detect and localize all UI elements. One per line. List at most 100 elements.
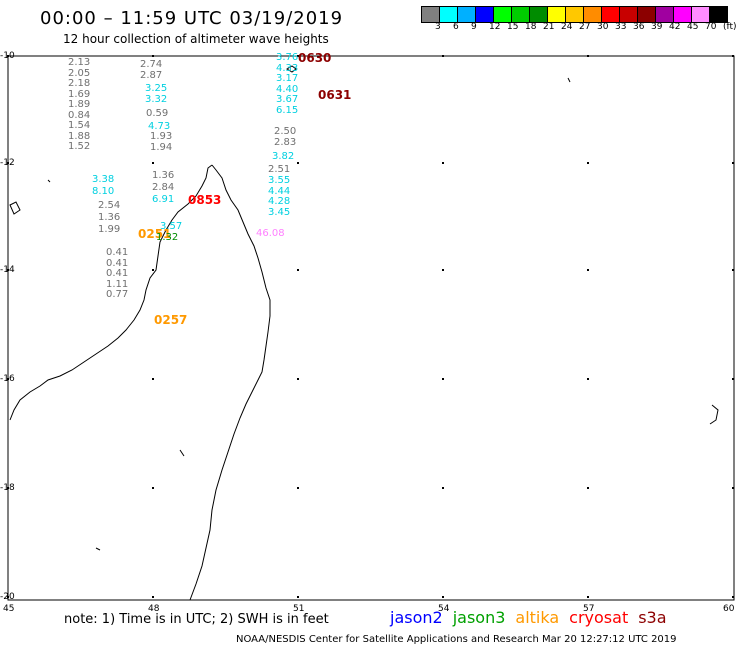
wave-height-value: 1.11: [106, 278, 129, 290]
wave-height-value: 3.76: [276, 52, 299, 63]
scale-label: 15: [507, 22, 519, 32]
wave-height-value: 4.73: [148, 121, 171, 132]
wave-height-value: 2.84: [152, 182, 175, 193]
wave-height-value: 3.67: [276, 94, 299, 105]
wave-height-value: 3.45: [268, 206, 291, 218]
wave-height-value: 46.08: [256, 228, 285, 239]
wave-height-value: 3.25: [145, 83, 168, 94]
wave-height-value: 3.55: [268, 175, 291, 186]
coastline: [9, 65, 719, 601]
scale-label: 21: [543, 22, 555, 32]
wave-height-value: 0.84: [68, 109, 91, 121]
wave-height-value: 1.54: [68, 120, 91, 131]
scale-label: 27: [579, 22, 591, 32]
wave-height-value: 2.50: [274, 126, 297, 137]
wave-height-value: 4.33: [276, 62, 299, 74]
legend-item-altika: altika: [515, 608, 560, 627]
lon-tick-label: 54: [438, 604, 450, 614]
wave-height-value: 0.41: [106, 268, 129, 279]
wave-height-value: 1.36: [152, 170, 175, 181]
wave-height-value: 2.05: [68, 67, 91, 79]
wave-height-value: 2.18: [68, 78, 91, 89]
madagascar-coast: [189, 164, 271, 601]
wave-height-value: 4.44: [268, 185, 291, 197]
scale-label: 6: [453, 22, 459, 32]
lon-tick-label: 45: [3, 604, 15, 614]
wave-height-value: 0.77: [106, 289, 129, 300]
pass-time-label: 0853: [188, 193, 222, 207]
seychelles-island: [286, 65, 297, 73]
pass-time-label: 0630: [298, 51, 332, 65]
wave-height-value: 0.59: [146, 108, 169, 119]
wave-height-value: 4.28: [268, 196, 291, 207]
scale-label: 12: [489, 22, 501, 32]
lon-tick-label: 60: [723, 604, 735, 614]
scale-label: 36: [633, 22, 645, 32]
scale-label: 33: [615, 22, 627, 32]
island-channel: [179, 449, 185, 457]
pass-time-label: 1.32: [156, 232, 179, 243]
legend-item-s3a: s3a: [638, 608, 667, 627]
wave-height-value: 0.41: [106, 247, 129, 258]
scale-label: 70: [705, 22, 717, 32]
comoros-west: [9, 201, 21, 215]
wave-height-value: 1.52: [68, 141, 91, 152]
wave-height-value: 3.38: [92, 174, 115, 185]
scale-label: 42: [669, 22, 681, 32]
wave-height-value: 2.54: [98, 200, 121, 211]
chart-subtitle: 12 hour collection of altimeter wave hei…: [63, 32, 329, 46]
lon-tick-label: 57: [583, 604, 595, 614]
pass-time-label: 0257: [154, 313, 188, 327]
lat-tick-label: -12: [0, 158, 15, 168]
scale-label: (ft): [723, 22, 737, 32]
wave-height-value: 3.82: [272, 151, 295, 162]
lat-tick-label: -20: [0, 592, 15, 602]
lat-tick-label: -10: [0, 51, 15, 61]
wave-height-value: 1.89: [68, 99, 91, 110]
lat-tick-label: -16: [0, 374, 15, 384]
pass-time-label: 0631: [318, 88, 352, 102]
mascarene-island: [709, 404, 719, 425]
island-east: [567, 77, 571, 83]
scale-swatch: [709, 6, 728, 23]
wave-height-value: 0.41: [106, 257, 129, 269]
lat-tick-label: -18: [0, 483, 15, 493]
wave-height-value: 1.69: [68, 88, 91, 100]
wave-height-value: 2.74: [140, 59, 163, 70]
wave-height-value: 6.91: [152, 194, 175, 205]
scale-label: 39: [651, 22, 663, 32]
pass-time-label: 0251: [138, 227, 172, 241]
wave-height-value: 1.36: [98, 212, 121, 223]
satellite-legend: jason2 jason3 altika cryosat s3a: [390, 608, 677, 627]
wave-height-value: 2.51: [268, 164, 291, 175]
wave-height-value: 4.40: [276, 83, 299, 95]
wave-height-value: 2.87: [140, 70, 163, 81]
scale-label: 30: [597, 22, 609, 32]
scale-label: 9: [471, 22, 477, 32]
wave-height-value: 1.99: [98, 224, 121, 235]
scale-label: 3: [435, 22, 441, 32]
wave-height-value: 3.32: [145, 93, 168, 105]
scale-label: 24: [561, 22, 573, 32]
map-frame: [7, 55, 735, 601]
scale-label: 18: [525, 22, 537, 32]
lon-tick-label: 51: [293, 604, 305, 614]
wave-height-value: 2.83: [274, 136, 297, 148]
legend-item-jason2: jason2: [390, 608, 443, 627]
lon-tick-label: 48: [148, 604, 160, 614]
grid-dots: [7, 55, 734, 598]
chart-title: 00:00 – 11:59 UTC 03/19/2019: [40, 8, 344, 29]
footer-credit: NOAA/NESDIS Center for Satellite Applica…: [236, 634, 677, 645]
note-text: note: 1) Time is in UTC; 2) SWH is in fe…: [64, 612, 329, 627]
wave-height-value: 8.10: [92, 186, 115, 197]
wave-height-value: 3.57: [160, 221, 183, 232]
madagascar-west-coast: [9, 164, 213, 421]
island-small-w: [47, 179, 51, 183]
wave-height-value: 1.88: [68, 130, 91, 142]
wave-height-value: 1.94: [150, 141, 173, 153]
legend-item-cryosat: cryosat: [569, 608, 629, 627]
lat-tick-label: -14: [0, 265, 15, 275]
wave-height-value: 3.17: [276, 73, 299, 84]
scale-label: 45: [687, 22, 699, 32]
